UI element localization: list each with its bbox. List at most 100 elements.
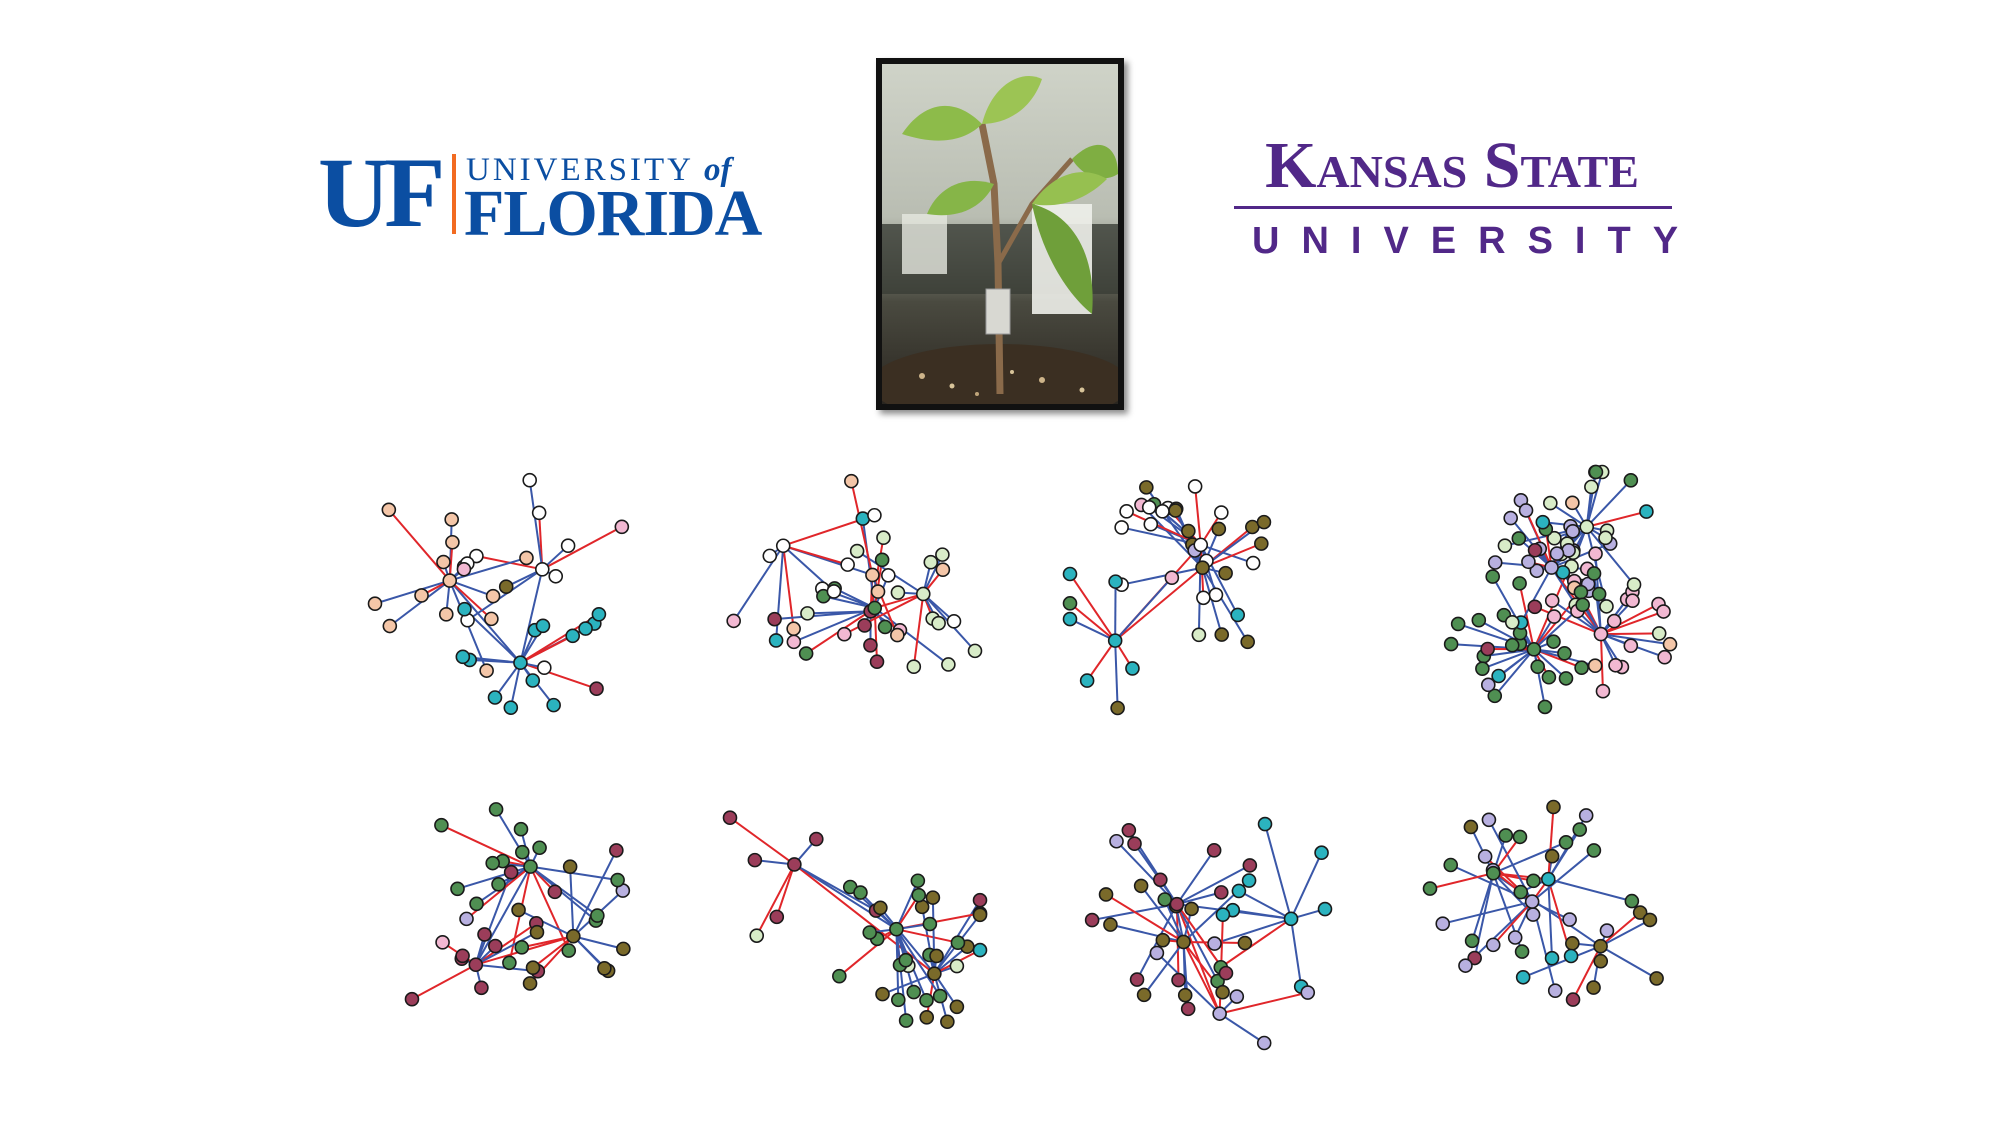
network-node — [367, 596, 383, 612]
network-edge — [1176, 849, 1215, 905]
network-node — [919, 1010, 935, 1025]
network-node — [1231, 883, 1247, 899]
network-node — [436, 554, 451, 570]
network-edge — [895, 929, 908, 1021]
network-node — [726, 613, 741, 629]
network-node — [1487, 555, 1503, 570]
network-node — [1657, 649, 1672, 665]
network-node — [566, 928, 581, 944]
network-node — [906, 659, 922, 674]
network-node — [1218, 965, 1234, 981]
network-node — [898, 952, 914, 968]
network-node — [1586, 566, 1602, 581]
network-node — [1133, 878, 1149, 894]
network-edge — [1572, 945, 1602, 1001]
network-edge — [1599, 634, 1604, 692]
network-node — [722, 810, 738, 825]
network-node — [1485, 569, 1500, 584]
network-edge — [572, 849, 618, 937]
network-node — [1608, 657, 1623, 673]
network-node — [890, 585, 906, 600]
network-edge — [1482, 648, 1535, 670]
network-edge — [1201, 567, 1223, 635]
network-node — [927, 966, 942, 981]
network-node — [1586, 843, 1602, 858]
network-node — [800, 606, 815, 621]
network-node — [1535, 514, 1551, 530]
network-node — [1463, 819, 1479, 835]
network-edge — [569, 866, 575, 937]
network-node — [1214, 505, 1229, 520]
network-node — [474, 980, 489, 996]
network-edge — [850, 480, 874, 576]
network-edge — [1175, 903, 1221, 1015]
network-edge — [1442, 900, 1533, 925]
network-edge — [1200, 543, 1254, 564]
network-node — [1547, 983, 1563, 998]
network-node — [1504, 614, 1520, 630]
network-node — [616, 941, 631, 957]
network-node — [1195, 560, 1210, 575]
network-node — [1562, 912, 1577, 927]
network-node — [537, 660, 552, 675]
network-node — [865, 567, 880, 583]
network-edge — [541, 525, 623, 571]
network-edge — [521, 935, 574, 949]
network-node — [1107, 633, 1123, 648]
network-node — [1435, 916, 1451, 931]
ksu-logo-title: Kansas State — [1265, 129, 1639, 202]
network-edge — [1599, 911, 1641, 947]
network-graph — [1422, 799, 1664, 1007]
network-node — [1526, 642, 1542, 657]
network-edge — [1201, 567, 1249, 643]
network-node — [869, 654, 885, 670]
network-node — [1565, 936, 1580, 951]
network-node — [931, 615, 946, 631]
network-node — [881, 568, 896, 583]
network-node — [1443, 636, 1459, 652]
network-node — [1623, 638, 1639, 654]
network-node — [1639, 504, 1654, 519]
network-node — [1656, 604, 1671, 619]
network-node — [457, 601, 472, 617]
network-node — [1557, 645, 1572, 661]
network-node — [1256, 1035, 1272, 1051]
network-edge — [896, 928, 959, 944]
network-node — [1649, 971, 1664, 986]
network-node — [529, 924, 545, 940]
network-node — [1254, 536, 1269, 551]
network-node — [1256, 514, 1272, 530]
network-node — [1212, 1006, 1227, 1021]
network-node — [1114, 520, 1129, 535]
network-edge — [1585, 471, 1604, 528]
network-node — [565, 628, 580, 644]
network-node — [1480, 641, 1495, 657]
network-node — [787, 857, 802, 872]
network-edge — [519, 634, 574, 664]
network-node — [1526, 873, 1541, 889]
network-node — [1103, 917, 1118, 932]
network-edge — [793, 863, 877, 912]
network-graph — [1062, 479, 1272, 716]
network-edge — [895, 928, 941, 997]
network-node — [523, 859, 538, 874]
network-node — [1565, 523, 1581, 539]
network-node — [1515, 969, 1531, 985]
network-node — [768, 633, 784, 648]
network-edge — [1133, 843, 1178, 905]
network-edge — [449, 579, 493, 620]
network-node — [503, 864, 519, 880]
network-edge — [572, 935, 606, 969]
network-edge — [1548, 878, 1633, 903]
network-edge — [1238, 890, 1292, 920]
network-edge — [475, 931, 538, 966]
network-node — [578, 621, 593, 636]
network-node — [1181, 523, 1196, 539]
network-edge — [1182, 941, 1221, 1015]
network-node — [1079, 673, 1095, 688]
network-node — [1599, 599, 1614, 614]
network-node — [1521, 554, 1536, 570]
network-edge — [1547, 806, 1555, 880]
network-node — [873, 900, 888, 916]
network-edge — [895, 880, 919, 930]
